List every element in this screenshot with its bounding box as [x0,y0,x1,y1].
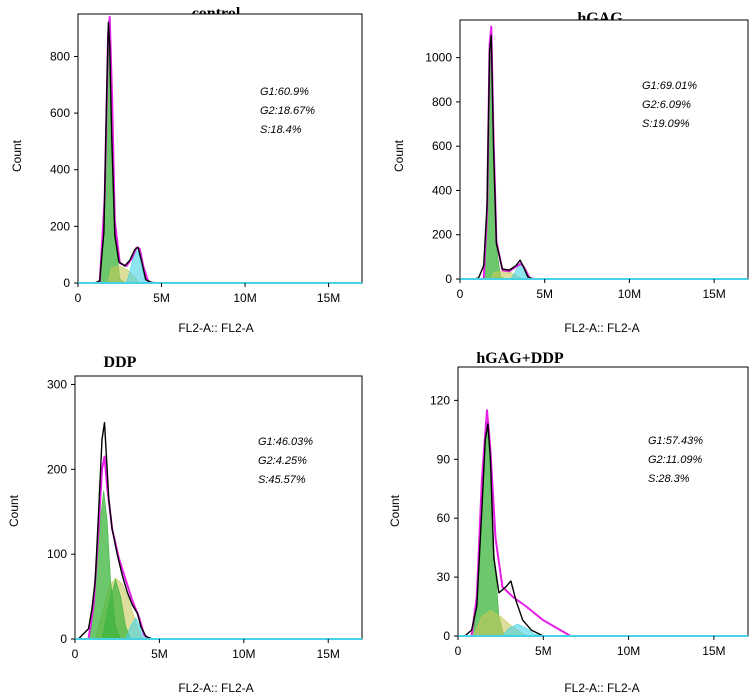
x-tick-label: 10M [232,647,255,661]
plot-area: 0 5M 10M 15M 0 100 200 300 [47,375,363,661]
y-tick-label: 600 [432,139,452,153]
y-tick-label: 200 [432,228,452,242]
annotation-s: S:18.4% [260,124,302,136]
x-axis-label: FL2-A:: FL2-A [564,321,639,335]
y-tick-label: 30 [437,570,451,584]
y-tick-label: 800 [432,95,452,109]
y-tick-label: 0 [443,629,450,643]
y-tick-label: 600 [50,106,70,120]
phase-annotations: G1:57.43% G2:11.09% S:28.3% [648,435,703,485]
x-tick-label: 5M [535,644,552,658]
y-tick-label: 1000 [425,51,452,65]
x-tick-label: 0 [455,644,462,658]
x-tick-label: 10M [617,644,640,658]
series-data [473,34,534,280]
series-data [77,421,153,640]
x-tick-label: 15M [317,647,340,661]
histogram-panel-ddp: DDP Count FL2-A:: FL2-A 0 5M 10M 15M0100200… [7,354,363,695]
annotation-g2: G2:18.67% [260,105,315,117]
y-tick-label: 120 [430,393,450,407]
x-tick-label: 15M [317,291,340,305]
y-axis-label: Count [7,494,21,527]
y-tick-label: 90 [437,452,451,466]
annotation-s: S:28.3% [648,473,690,485]
x-axis-label: FL2-A:: FL2-A [178,681,253,695]
y-tick-label: 0 [63,276,70,290]
y-tick-label: 800 [50,49,70,63]
x-tick-label: 0 [75,291,82,305]
histogram-panel-hgag: hGAG Count FL2-A:: FL2-A 0 5M 10M 15M020040… [392,10,749,335]
y-axis-label: Count [392,139,406,172]
x-tick-label: 10M [233,291,256,305]
annotation-g1: G1:60.9% [260,86,309,98]
y-tick-label: 300 [47,377,67,391]
series-fit [470,409,572,637]
x-axis-label: FL2-A:: FL2-A [564,681,639,695]
y-tick-label: 200 [50,219,70,233]
plot-area: 0 5M 10M 15M 0 30 60 90 120 [430,366,749,658]
x-tick-label: 0 [72,647,79,661]
histogram-panel-control: control Count FL2-A:: FL2-A 05M10M15M020… [10,5,363,335]
phase-annotations: G1:60.9% G2:18.67% S:18.4% [260,86,315,136]
histogram-panel-hgag-ddp: hGAG+DDP Count FL2-A:: FL2-A 0 5M 10M 15M03… [388,350,749,695]
y-tick-label: 60 [437,511,451,525]
series-data [94,21,162,284]
annotation-g2: G2:11.09% [648,454,702,466]
annotation-s: S:45.57% [258,474,306,486]
x-tick-label: 10M [618,287,641,301]
plot-frame [459,19,749,280]
annotation-g1: G1:69.01% [642,80,697,92]
annotation-s: S:19.09% [642,118,690,130]
x-tick-label: 5M [153,291,170,305]
panel-title: hGAG+DDP [476,350,564,367]
y-tick-label: 0 [60,632,67,646]
y-axis-label: Count [10,139,24,172]
y-tick-label: 400 [432,183,452,197]
y-tick-label: 0 [445,272,452,286]
phase-annotations: G1:69.01% G2:6.09% S:19.09% [642,80,697,130]
x-tick-label: 0 [457,287,464,301]
annotation-g2: G2:6.09% [642,99,691,111]
plot-frame [77,13,363,284]
panel-title: DDP [104,354,137,371]
annotation-g1: G1:57.43% [648,435,703,447]
plot-area: 0 5M 10M 15M 0 200 400 600 800 1000 [425,19,749,301]
y-tick-label: 100 [47,547,67,561]
phase-annotations: G1:46.03% G2:4.25% S:45.57% [258,436,313,486]
series-data [464,423,544,637]
plot-frame [457,366,749,637]
y-axis-label: Count [388,494,402,527]
annotation-g1: G1:46.03% [258,436,313,448]
annotation-g2: G2:4.25% [258,455,307,467]
x-axis-label: FL2-A:: FL2-A [178,321,253,335]
plot-area: 0 5M 10M 15M 0 200 400 600 800 [50,13,363,305]
x-tick-label: 15M [702,644,725,658]
y-tick-label: 200 [47,462,67,476]
x-tick-label: 15M [702,287,725,301]
x-tick-label: 5M [536,287,553,301]
x-tick-label: 5M [151,647,168,661]
y-tick-label: 400 [50,163,70,177]
